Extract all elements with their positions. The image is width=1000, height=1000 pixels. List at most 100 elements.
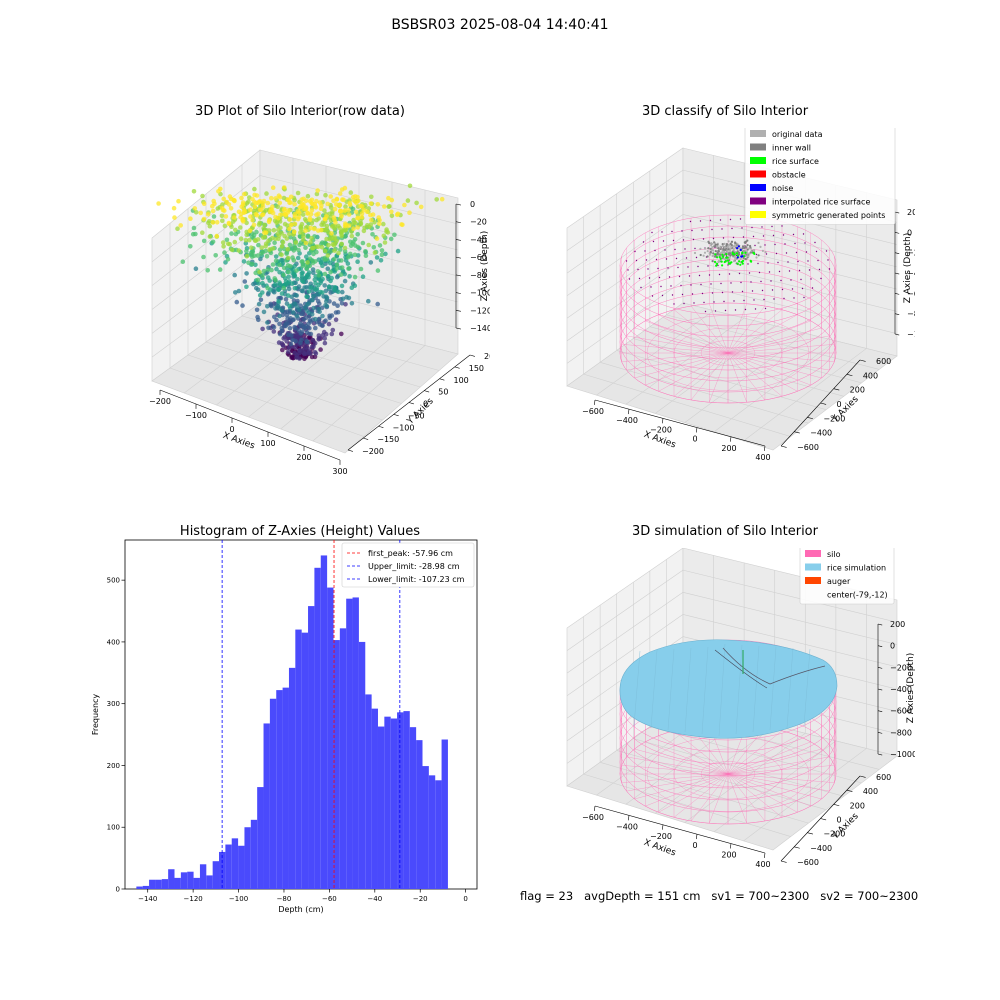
data-point [276, 299, 281, 304]
y-tick [807, 832, 814, 835]
rice-surface-point [720, 260, 723, 263]
data-point [261, 268, 267, 274]
interpolated-point [644, 250, 646, 252]
data-point [326, 284, 332, 290]
data-point [346, 212, 352, 217]
histogram-bar [142, 885, 150, 889]
original-point [727, 248, 730, 251]
y-tick-label: −600 [797, 858, 819, 867]
data-point [350, 241, 355, 246]
interpolated-point [651, 295, 654, 297]
original-point [734, 257, 737, 260]
data-point [382, 240, 388, 245]
interpolated-point [725, 255, 728, 257]
data-point [305, 260, 310, 265]
grid-line [616, 750, 827, 811]
interpolated-point [741, 227, 743, 229]
interpolated-point [651, 231, 653, 234]
data-point [346, 295, 352, 301]
original-point [717, 260, 720, 263]
data-point [325, 274, 331, 279]
interpolated-point [738, 272, 741, 275]
data-point [210, 208, 216, 214]
y-tick [820, 818, 827, 821]
data-point [405, 198, 411, 203]
data-point [337, 191, 343, 196]
histogram-bar [333, 640, 340, 889]
data-point [277, 331, 283, 337]
x-tick-label: 200 [296, 453, 311, 462]
data-point [434, 197, 440, 202]
interpolated-point [655, 258, 658, 261]
data-point [318, 260, 324, 266]
data-point [252, 186, 257, 192]
rice-surface-point [721, 264, 724, 267]
data-point [309, 207, 315, 213]
data-point [379, 248, 385, 253]
data-point [363, 253, 369, 258]
original-point [723, 242, 726, 245]
rice-surface-point [753, 252, 756, 255]
x-tick [594, 399, 596, 405]
interpolated-point [807, 260, 809, 262]
interpolated-point [699, 220, 702, 222]
data-point [342, 249, 348, 254]
interpolated-point [665, 258, 668, 260]
interpolated-point [704, 310, 707, 313]
data-point [277, 313, 282, 319]
data-point [350, 206, 356, 212]
interpolated-point [678, 275, 681, 278]
data-point [313, 287, 318, 292]
data-point [276, 216, 281, 221]
x-tick [628, 815, 630, 821]
data-point [275, 303, 280, 309]
z-tick [894, 293, 900, 295]
x-tick-label: −200 [149, 397, 171, 406]
rice-mesh-line [803, 648, 811, 727]
interpolated-point [674, 248, 676, 251]
y-tick [347, 449, 353, 452]
data-point [318, 347, 323, 352]
data-point [334, 262, 340, 267]
original-point [742, 256, 745, 259]
x-axis-line [594, 399, 766, 447]
data-point [314, 212, 319, 217]
data-point [256, 281, 261, 286]
data-point [343, 302, 348, 307]
data-point [281, 285, 287, 291]
interpolated-point [688, 275, 691, 277]
data-point [313, 204, 318, 209]
interpolated-point [805, 251, 808, 253]
data-point [322, 240, 328, 245]
data-point [244, 284, 249, 290]
interpolated-point [781, 288, 784, 291]
y-tick [393, 414, 399, 417]
data-point [271, 324, 277, 330]
grid-line [600, 361, 809, 424]
data-point [353, 209, 359, 215]
interpolated-point [768, 271, 771, 273]
original-point [693, 251, 697, 255]
data-point [273, 196, 278, 201]
interpolated-point [691, 229, 693, 232]
data-point [286, 208, 291, 213]
original-point [711, 249, 714, 252]
grid-line [566, 214, 684, 296]
rice-mesh-line [701, 646, 709, 735]
data-point [282, 185, 287, 190]
x-tick-label: −400 [616, 416, 638, 425]
data-point [392, 232, 397, 238]
data-point [334, 266, 340, 271]
data-point [256, 242, 261, 248]
interpolated-point [764, 244, 766, 246]
original-point [727, 240, 730, 243]
data-point [256, 301, 262, 307]
data-point [263, 230, 269, 235]
data-point [299, 337, 304, 343]
interpolated-point [785, 252, 788, 254]
interpolated-point [685, 257, 688, 259]
data-point [339, 283, 345, 289]
rice-surface-point [741, 251, 744, 254]
original-point [732, 247, 735, 250]
interpolated-point [642, 241, 645, 243]
